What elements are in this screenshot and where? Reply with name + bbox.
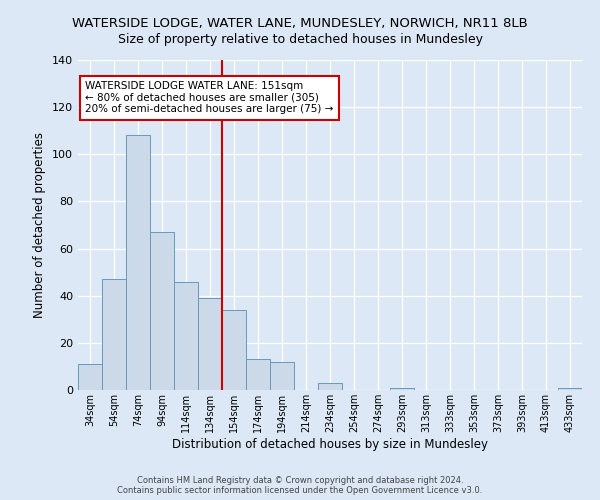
Text: Size of property relative to detached houses in Mundesley: Size of property relative to detached ho…: [118, 32, 482, 46]
X-axis label: Distribution of detached houses by size in Mundesley: Distribution of detached houses by size …: [172, 438, 488, 450]
Text: WATERSIDE LODGE WATER LANE: 151sqm
← 80% of detached houses are smaller (305)
20: WATERSIDE LODGE WATER LANE: 151sqm ← 80%…: [85, 81, 334, 114]
Bar: [78, 364, 102, 390]
Bar: [126, 136, 150, 390]
Text: Contains public sector information licensed under the Open Government Licence v3: Contains public sector information licen…: [118, 486, 482, 495]
Bar: [102, 279, 126, 390]
Text: Contains HM Land Registry data © Crown copyright and database right 2024.: Contains HM Land Registry data © Crown c…: [137, 476, 463, 485]
Bar: [246, 360, 270, 390]
Bar: [174, 282, 198, 390]
Bar: [222, 310, 246, 390]
Bar: [198, 298, 222, 390]
Bar: [558, 388, 582, 390]
Y-axis label: Number of detached properties: Number of detached properties: [34, 132, 46, 318]
Bar: [318, 383, 342, 390]
Text: WATERSIDE LODGE, WATER LANE, MUNDESLEY, NORWICH, NR11 8LB: WATERSIDE LODGE, WATER LANE, MUNDESLEY, …: [72, 18, 528, 30]
Bar: [150, 232, 174, 390]
Bar: [390, 388, 414, 390]
Bar: [270, 362, 294, 390]
